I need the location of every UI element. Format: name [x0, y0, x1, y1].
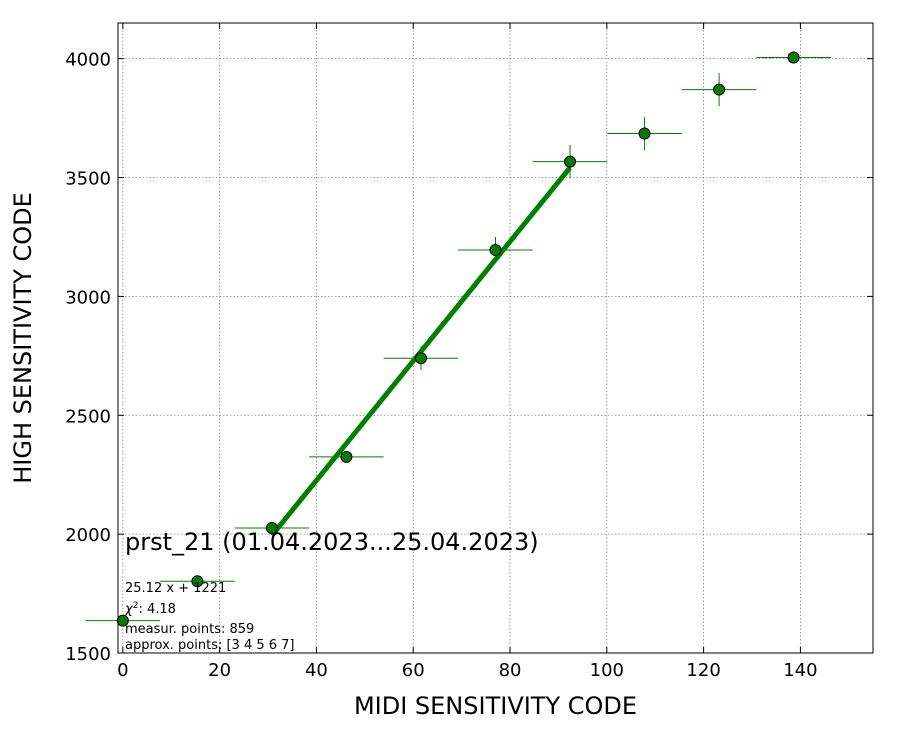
x-axis-label: MIDI SENSITIVITY CODE [354, 692, 637, 720]
plot-frame [117, 22, 874, 654]
chi2-value: : 4.18 [138, 602, 175, 617]
y-tick-label: 1500 [65, 644, 111, 665]
data-point [713, 83, 726, 96]
annotation-title: prst_21 (01.04.2023...25.04.2023) [125, 528, 539, 556]
data-point [116, 614, 129, 627]
data-points [85, 51, 831, 627]
data-point [191, 575, 204, 588]
y-tick-label: 3500 [65, 169, 111, 190]
x-tick-label: 60 [402, 660, 425, 681]
data-point-group [383, 346, 459, 371]
x-tick-label: 120 [686, 660, 720, 681]
tick-labels: 0 20 40 60 80 100 120 140 1500 2000 2500 3000 3500 40… [65, 50, 817, 681]
x-tick-label: 40 [305, 660, 328, 681]
y-tick-label: 2000 [65, 525, 111, 546]
annotation-measur-points: measur. points: 859 [125, 622, 254, 637]
data-point [340, 450, 353, 463]
data-point-group [234, 521, 310, 534]
y-tick-label: 3000 [65, 287, 111, 308]
chi2-symbol: χ [124, 602, 134, 617]
data-point-group [607, 116, 682, 151]
y-axis-label: HIGH SENSITIVITY CODE [9, 192, 37, 484]
grid-lines [118, 23, 873, 654]
axis-ticks [118, 23, 873, 654]
y-tick-label: 2500 [65, 406, 111, 427]
data-point [414, 352, 427, 365]
data-point-group [458, 236, 533, 264]
chi2-superscript: 2 [133, 601, 139, 611]
x-tick-label: 140 [783, 660, 817, 681]
data-point [638, 127, 651, 140]
x-tick-label: 0 [117, 660, 128, 681]
x-tick-label: 80 [499, 660, 522, 681]
data-point-group [309, 450, 384, 463]
data-point-group [85, 614, 161, 627]
x-tick-label: 20 [208, 660, 231, 681]
data-point-group [532, 144, 608, 179]
y-tick-label: 4000 [65, 50, 111, 71]
annotation-approx-points: approx. points: [3 4 5 6 7] [125, 638, 295, 653]
data-point-group [160, 575, 235, 588]
annotation-fit: 25.12 x + 1221 [125, 581, 226, 596]
x-tick-label: 100 [590, 660, 624, 681]
data-point [489, 244, 502, 257]
data-point [564, 155, 577, 168]
annotation-chi2: χ2: 4.18 [124, 601, 176, 617]
data-point-group [681, 72, 757, 107]
data-point-group [756, 51, 831, 64]
data-point [787, 51, 800, 64]
data-point [265, 521, 278, 534]
